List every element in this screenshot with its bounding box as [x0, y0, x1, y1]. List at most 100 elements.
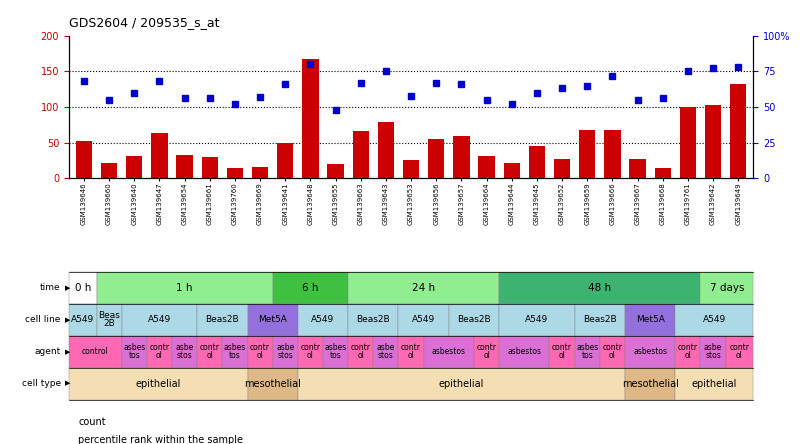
Bar: [96, 272, 273, 304]
Bar: [604, 130, 620, 178]
Text: cell type: cell type: [22, 379, 61, 388]
Bar: [676, 368, 753, 400]
Bar: [701, 272, 753, 304]
Bar: [327, 164, 343, 178]
Bar: [177, 155, 193, 178]
Bar: [202, 157, 218, 178]
Text: asbes
tos: asbes tos: [576, 343, 599, 360]
Text: ▶: ▶: [65, 349, 70, 355]
Text: cell line: cell line: [25, 315, 61, 324]
Bar: [529, 147, 545, 178]
Text: ▶: ▶: [65, 317, 70, 323]
Bar: [676, 304, 753, 336]
Bar: [574, 304, 625, 336]
Text: time: time: [40, 283, 61, 292]
Text: contr
ol: contr ol: [401, 343, 421, 360]
Text: Beas2B: Beas2B: [356, 315, 390, 324]
Text: A549: A549: [147, 315, 171, 324]
Bar: [223, 336, 248, 368]
Text: contr
ol: contr ol: [301, 343, 321, 360]
Text: A549: A549: [702, 315, 726, 324]
Text: GDS2604 / 209535_s_at: GDS2604 / 209535_s_at: [69, 16, 220, 29]
Text: contr
ol: contr ol: [552, 343, 572, 360]
Bar: [248, 368, 298, 400]
Bar: [579, 130, 595, 178]
Bar: [352, 131, 369, 178]
Text: asbestos: asbestos: [507, 347, 541, 356]
Bar: [348, 304, 399, 336]
Bar: [399, 336, 424, 368]
Text: ▶: ▶: [65, 285, 70, 291]
Text: contr
ol: contr ol: [250, 343, 270, 360]
Bar: [69, 272, 96, 304]
Text: asbes
tos: asbes tos: [325, 343, 347, 360]
Bar: [399, 304, 449, 336]
Bar: [499, 336, 549, 368]
Bar: [504, 163, 520, 178]
Text: agent: agent: [35, 347, 61, 356]
Bar: [298, 304, 348, 336]
Bar: [676, 336, 701, 368]
Bar: [599, 336, 625, 368]
Bar: [122, 336, 147, 368]
Text: contr
ol: contr ol: [678, 343, 698, 360]
Text: asbe
stos: asbe stos: [276, 343, 294, 360]
Bar: [298, 336, 323, 368]
Bar: [730, 84, 746, 178]
Text: contr
ol: contr ol: [149, 343, 169, 360]
Bar: [726, 336, 753, 368]
Bar: [449, 304, 499, 336]
Bar: [499, 304, 574, 336]
Text: Beas2B: Beas2B: [583, 315, 616, 324]
Bar: [554, 159, 570, 178]
Text: A549: A549: [311, 315, 335, 324]
Bar: [151, 133, 168, 178]
Text: count: count: [79, 417, 106, 427]
Bar: [126, 155, 143, 178]
Text: ▶: ▶: [65, 381, 70, 387]
Bar: [69, 304, 96, 336]
Bar: [705, 105, 721, 178]
Text: percentile rank within the sample: percentile rank within the sample: [79, 435, 243, 444]
Text: asbestos: asbestos: [432, 347, 466, 356]
Bar: [454, 135, 470, 178]
Bar: [373, 336, 399, 368]
Bar: [76, 141, 92, 178]
Bar: [348, 336, 373, 368]
Bar: [403, 160, 420, 178]
Text: epithelial: epithelial: [439, 379, 484, 388]
Bar: [248, 304, 298, 336]
Text: contr
ol: contr ol: [730, 343, 749, 360]
Text: control: control: [82, 347, 109, 356]
Bar: [147, 336, 172, 368]
Bar: [625, 368, 676, 400]
Bar: [227, 168, 243, 178]
Bar: [172, 336, 197, 368]
Bar: [428, 139, 445, 178]
Bar: [197, 304, 248, 336]
Text: Beas2B: Beas2B: [457, 315, 491, 324]
Bar: [348, 272, 499, 304]
Bar: [69, 336, 122, 368]
Bar: [122, 304, 197, 336]
Text: Met5A: Met5A: [636, 315, 664, 324]
Text: 0 h: 0 h: [75, 283, 91, 293]
Text: A549: A549: [412, 315, 435, 324]
Text: mesothelial: mesothelial: [622, 379, 679, 388]
Bar: [680, 107, 696, 178]
Text: Met5A: Met5A: [258, 315, 287, 324]
Text: epithelial: epithelial: [135, 379, 181, 388]
Text: A549: A549: [71, 315, 94, 324]
Bar: [474, 336, 499, 368]
Text: epithelial: epithelial: [692, 379, 737, 388]
Bar: [549, 336, 574, 368]
Text: 6 h: 6 h: [302, 283, 318, 293]
Bar: [625, 304, 676, 336]
Bar: [323, 336, 348, 368]
Text: contr
ol: contr ol: [476, 343, 497, 360]
Text: contr
ol: contr ol: [200, 343, 220, 360]
Bar: [101, 163, 117, 178]
Bar: [625, 336, 676, 368]
Bar: [629, 159, 646, 178]
Text: Beas
2B: Beas 2B: [98, 311, 120, 328]
